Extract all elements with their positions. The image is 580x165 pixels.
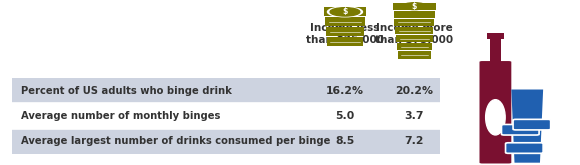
FancyBboxPatch shape xyxy=(398,51,431,59)
Text: 8.5: 8.5 xyxy=(335,136,354,146)
Text: $: $ xyxy=(412,2,417,11)
FancyBboxPatch shape xyxy=(12,78,440,103)
FancyBboxPatch shape xyxy=(502,124,539,135)
FancyBboxPatch shape xyxy=(12,129,440,154)
Text: Percent of US adults who binge drink: Percent of US adults who binge drink xyxy=(21,86,232,96)
FancyBboxPatch shape xyxy=(394,11,435,18)
Text: 7.2: 7.2 xyxy=(405,136,424,146)
FancyBboxPatch shape xyxy=(396,35,433,42)
FancyBboxPatch shape xyxy=(327,37,363,46)
FancyBboxPatch shape xyxy=(324,7,366,16)
Text: Income more
than $75,000: Income more than $75,000 xyxy=(375,23,454,45)
Text: Average number of monthly binges: Average number of monthly binges xyxy=(21,111,220,121)
Circle shape xyxy=(330,8,360,16)
Circle shape xyxy=(328,7,362,17)
Ellipse shape xyxy=(485,100,505,135)
Text: Average largest number of drinks consumed per binge: Average largest number of drinks consume… xyxy=(21,136,331,146)
FancyBboxPatch shape xyxy=(490,39,501,64)
FancyBboxPatch shape xyxy=(396,27,433,34)
Text: $: $ xyxy=(342,7,347,16)
FancyBboxPatch shape xyxy=(480,61,512,164)
Circle shape xyxy=(400,2,429,10)
Text: 3.7: 3.7 xyxy=(405,111,424,121)
Text: 5.0: 5.0 xyxy=(335,111,354,121)
FancyBboxPatch shape xyxy=(393,2,436,10)
Text: 16.2%: 16.2% xyxy=(326,86,364,96)
FancyBboxPatch shape xyxy=(325,17,365,26)
FancyBboxPatch shape xyxy=(513,119,550,130)
FancyBboxPatch shape xyxy=(326,27,364,36)
FancyBboxPatch shape xyxy=(394,19,434,26)
FancyBboxPatch shape xyxy=(506,143,543,153)
FancyBboxPatch shape xyxy=(397,43,432,50)
Polygon shape xyxy=(512,89,543,163)
FancyBboxPatch shape xyxy=(487,33,503,39)
Text: 20.2%: 20.2% xyxy=(396,86,433,96)
Text: Income less
than $25,000: Income less than $25,000 xyxy=(306,23,384,45)
Circle shape xyxy=(402,3,426,10)
